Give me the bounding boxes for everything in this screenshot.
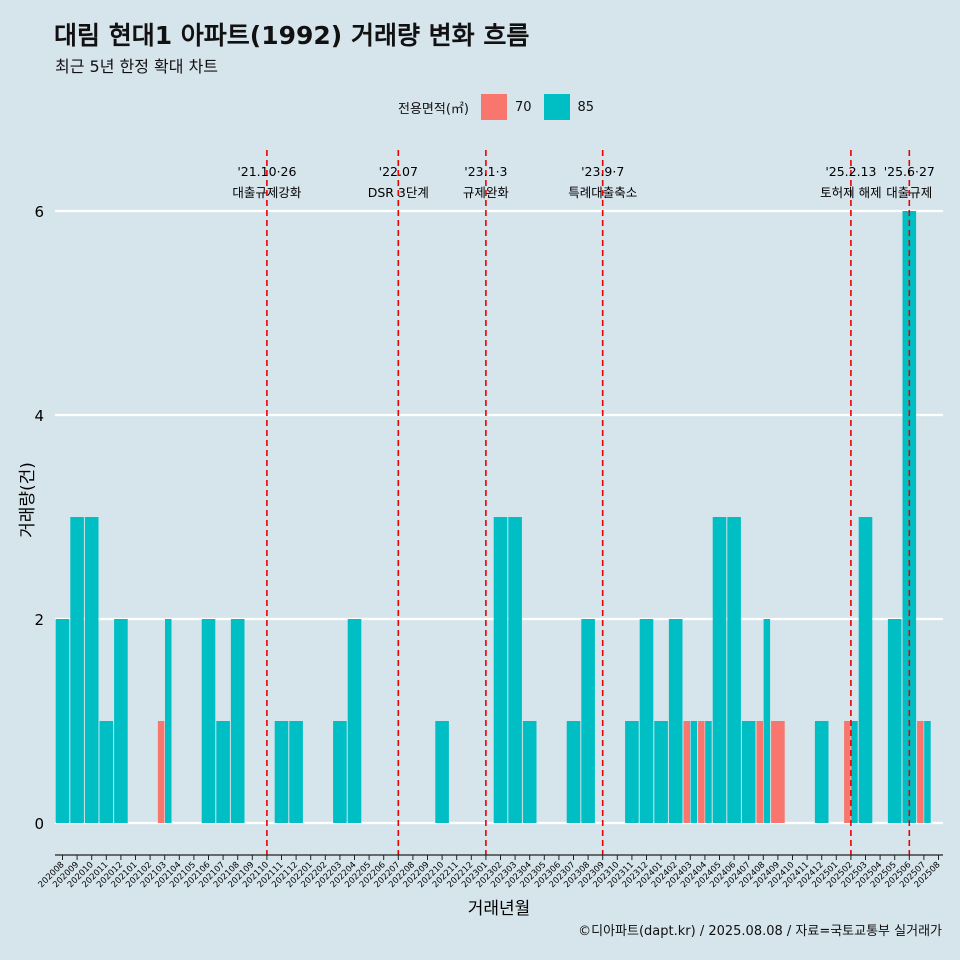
event-date-5: '25.6·27 <box>884 164 935 179</box>
bar-85-202402 <box>668 619 683 823</box>
bar-85-202012 <box>114 619 128 823</box>
event-date-2: '23.1·3 <box>464 164 507 179</box>
bar-85-202312 <box>639 619 654 823</box>
bar-85-202405 <box>712 517 727 823</box>
bar-85-202506 <box>902 211 917 823</box>
bar-85-202412 <box>814 721 829 823</box>
bar-85-202106 <box>201 619 216 823</box>
y-tick-label-4: 4 <box>34 407 44 425</box>
bar-85-202408 <box>763 619 771 823</box>
bar-85-202304 <box>522 721 537 823</box>
x-axis-title: 거래년월 <box>468 899 531 919</box>
bar-85-202010 <box>84 517 99 823</box>
y-tick-label-0: 0 <box>34 815 44 833</box>
bar-85-202308 <box>581 619 595 823</box>
chart-title: 대림 현대1 아파트(1992) 거래량 변화 흐름 <box>54 21 530 50</box>
legend-label-85: 85 <box>577 99 595 115</box>
bar-85-202008 <box>55 619 70 823</box>
event-date-1: '22.07 <box>379 164 418 179</box>
bar-85-202303 <box>508 517 522 823</box>
event-label-2: 규제완화 <box>463 185 510 200</box>
bar-85-202404 <box>705 721 712 823</box>
chart-subtitle: 최근 5년 한정 확대 차트 <box>55 57 219 76</box>
bar-70-202403 <box>683 721 690 823</box>
bar-85-202307 <box>566 721 581 823</box>
bar-85-202009 <box>70 517 84 823</box>
legend-label-70: 70 <box>514 99 532 115</box>
bar-85-202407 <box>741 721 756 823</box>
event-date-4: '25.2.13 <box>825 164 876 179</box>
event-label-4: 토허제 해제 <box>820 185 881 200</box>
bar-85-202204 <box>347 619 362 823</box>
bar-85-202406 <box>727 517 741 823</box>
bar-85-202112 <box>289 721 303 823</box>
bar-85-202502 <box>851 721 858 823</box>
bar-85-202103 <box>165 619 172 823</box>
event-label-5: 대출규제 <box>886 185 932 200</box>
bar-85-202107 <box>216 721 230 823</box>
y-tick-label-2: 2 <box>34 611 44 629</box>
bar-85-202311 <box>625 721 639 823</box>
legend: 전용면적(㎡) 70 85 <box>398 93 594 121</box>
source-caption: ©디아파트(dapt.kr) / 2025.08.08 / 자료=국토교통부 실… <box>578 924 942 939</box>
bar-85-202210 <box>435 721 449 823</box>
event-date-0: '21.10·26 <box>237 164 296 179</box>
bar-85-202302 <box>493 517 508 823</box>
bar-70-202409 <box>771 721 785 823</box>
legend-key-85 <box>543 94 570 120</box>
event-label-0: 대출규제강화 <box>232 185 302 200</box>
bar-70-202507 <box>917 721 924 823</box>
bar-70-202103 <box>157 721 165 823</box>
legend-key-70 <box>480 94 507 120</box>
bar-85-202108 <box>230 619 245 823</box>
y-axis-title: 거래량(건) <box>18 462 38 538</box>
bar-70-202408 <box>756 721 763 823</box>
y-tick-label-6: 6 <box>34 203 44 221</box>
bar-85-202505 <box>887 619 902 823</box>
bar-70-202502 <box>844 721 851 823</box>
event-label-3: 특례대출축소 <box>568 185 637 200</box>
bar-70-202404 <box>698 721 705 823</box>
bar-85-202503 <box>858 517 873 823</box>
bar-85-202507 <box>924 721 931 823</box>
bar-85-202401 <box>654 721 668 823</box>
event-date-3: '23.9·7 <box>581 164 624 179</box>
legend-title: 전용면적(㎡) <box>398 101 469 117</box>
bar-85-202403 <box>690 721 698 823</box>
bar-85-202111 <box>274 721 289 823</box>
bar-85-202011 <box>99 721 114 823</box>
event-label-1: DSR 3단계 <box>368 185 429 200</box>
bar-85-202203 <box>333 721 347 823</box>
